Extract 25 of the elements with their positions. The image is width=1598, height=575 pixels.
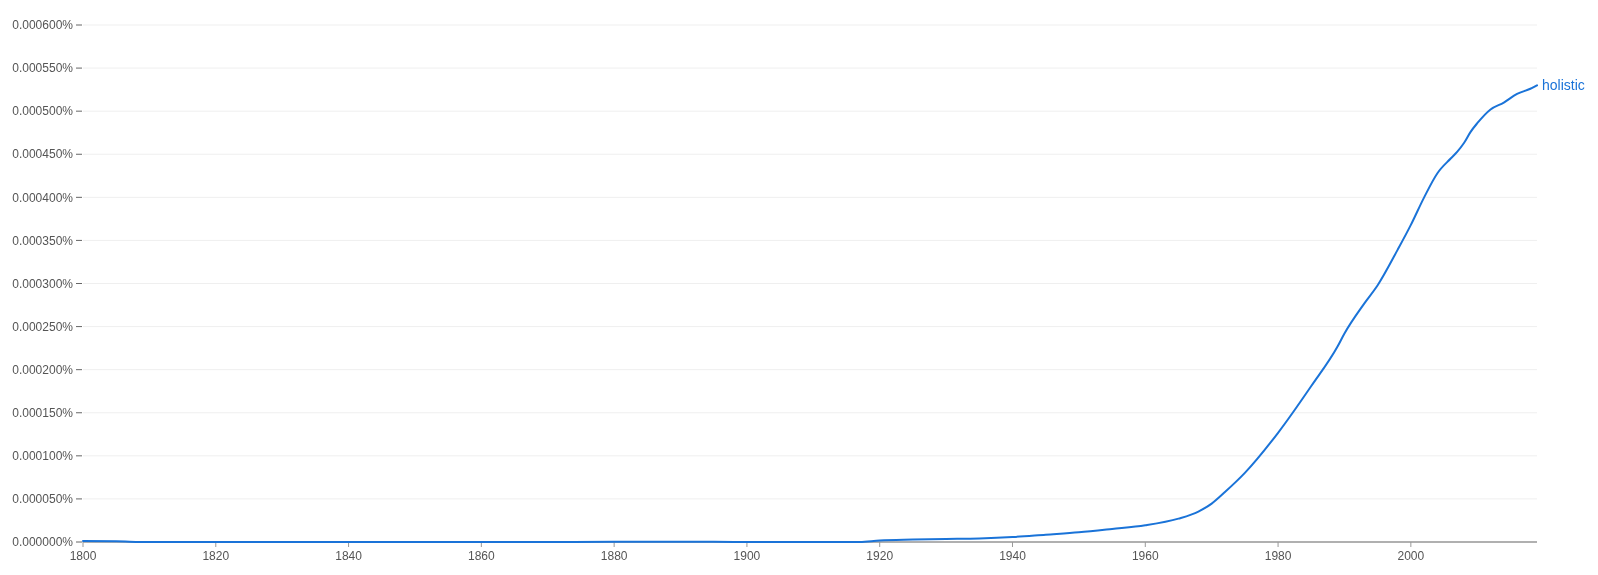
- y-tick-label: 0.000400%: [12, 190, 74, 205]
- y-tick-label: 0.000300%: [12, 276, 74, 291]
- y-tick-label: 0.000450%: [12, 147, 74, 162]
- x-tick-label: 1940: [999, 549, 1027, 563]
- x-tick-label: 1840: [335, 549, 363, 563]
- y-tick-label: 0.000500%: [12, 104, 74, 119]
- y-tick-label: 0.000000%: [12, 535, 74, 550]
- x-tick-label: 1980: [1264, 549, 1292, 563]
- series-label: holistic: [1542, 77, 1585, 94]
- y-tick-label: 0.000600%: [12, 18, 74, 33]
- x-tick-label: 1860: [468, 549, 496, 563]
- x-tick-label: 2000: [1397, 549, 1425, 563]
- y-tick-label: 0.000550%: [12, 61, 74, 76]
- x-tick-label: 1960: [1131, 549, 1159, 563]
- y-tick-label: 0.000050%: [12, 492, 74, 507]
- x-tick-label: 1920: [866, 549, 894, 563]
- y-tick-label: 0.000150%: [12, 405, 74, 420]
- y-tick-label: 0.000250%: [12, 319, 74, 334]
- x-tick-label: 1900: [733, 549, 761, 563]
- y-tick-label: 0.000100%: [12, 449, 74, 464]
- x-tick-label: 1880: [600, 549, 628, 563]
- y-tick-label: 0.000350%: [12, 233, 74, 248]
- x-tick-label: 1820: [202, 549, 230, 563]
- y-tick-label: 0.000200%: [12, 362, 74, 377]
- x-tick-label: 1800: [69, 549, 97, 563]
